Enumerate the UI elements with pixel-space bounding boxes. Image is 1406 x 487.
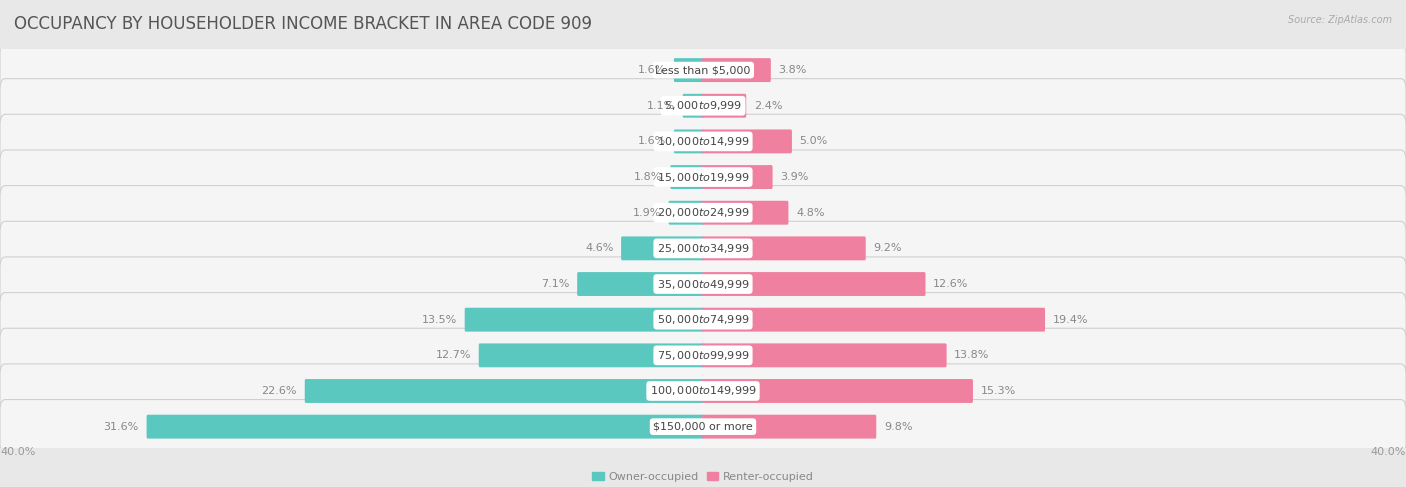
Text: $100,000 to $149,999: $100,000 to $149,999 [650,385,756,397]
FancyBboxPatch shape [0,43,1406,97]
Text: 1.8%: 1.8% [634,172,662,182]
Text: 40.0%: 40.0% [1371,448,1406,457]
FancyBboxPatch shape [0,364,1406,418]
FancyBboxPatch shape [305,379,704,403]
FancyBboxPatch shape [0,221,1406,276]
Text: 31.6%: 31.6% [104,422,139,431]
FancyBboxPatch shape [702,201,789,225]
Text: 2.4%: 2.4% [754,101,783,111]
Text: 3.9%: 3.9% [780,172,808,182]
FancyBboxPatch shape [702,130,792,153]
FancyBboxPatch shape [673,58,704,82]
Text: 3.8%: 3.8% [779,65,807,75]
Text: 9.8%: 9.8% [884,422,912,431]
FancyBboxPatch shape [702,94,747,118]
FancyBboxPatch shape [702,415,876,439]
FancyBboxPatch shape [0,186,1406,240]
FancyBboxPatch shape [479,343,704,367]
FancyBboxPatch shape [702,272,925,296]
Text: 12.6%: 12.6% [934,279,969,289]
Text: $75,000 to $99,999: $75,000 to $99,999 [657,349,749,362]
Legend: Owner-occupied, Renter-occupied: Owner-occupied, Renter-occupied [588,468,818,487]
Text: $5,000 to $9,999: $5,000 to $9,999 [664,99,742,112]
Text: 22.6%: 22.6% [262,386,297,396]
Text: 4.6%: 4.6% [585,244,613,253]
Text: 19.4%: 19.4% [1053,315,1088,325]
FancyBboxPatch shape [146,415,704,439]
Text: 1.9%: 1.9% [633,208,661,218]
FancyBboxPatch shape [621,236,704,261]
FancyBboxPatch shape [0,257,1406,311]
Text: $150,000 or more: $150,000 or more [654,422,752,431]
FancyBboxPatch shape [702,58,770,82]
FancyBboxPatch shape [702,236,866,261]
FancyBboxPatch shape [669,201,704,225]
Text: $50,000 to $74,999: $50,000 to $74,999 [657,313,749,326]
FancyBboxPatch shape [683,94,704,118]
FancyBboxPatch shape [702,343,946,367]
Text: Source: ZipAtlas.com: Source: ZipAtlas.com [1288,15,1392,25]
Text: 15.3%: 15.3% [981,386,1017,396]
FancyBboxPatch shape [578,272,704,296]
FancyBboxPatch shape [673,130,704,153]
Text: 1.6%: 1.6% [638,136,666,147]
Text: 40.0%: 40.0% [0,448,35,457]
Text: 9.2%: 9.2% [873,244,903,253]
Text: OCCUPANCY BY HOUSEHOLDER INCOME BRACKET IN AREA CODE 909: OCCUPANCY BY HOUSEHOLDER INCOME BRACKET … [14,15,592,33]
Text: 13.5%: 13.5% [422,315,457,325]
FancyBboxPatch shape [464,308,704,332]
FancyBboxPatch shape [0,150,1406,204]
Text: 13.8%: 13.8% [955,350,990,360]
FancyBboxPatch shape [671,165,704,189]
Text: $10,000 to $14,999: $10,000 to $14,999 [657,135,749,148]
Text: $20,000 to $24,999: $20,000 to $24,999 [657,206,749,219]
FancyBboxPatch shape [0,328,1406,382]
FancyBboxPatch shape [702,379,973,403]
FancyBboxPatch shape [702,308,1045,332]
Text: 1.1%: 1.1% [647,101,675,111]
Text: Less than $5,000: Less than $5,000 [655,65,751,75]
Text: 4.8%: 4.8% [796,208,825,218]
FancyBboxPatch shape [0,114,1406,169]
Text: 12.7%: 12.7% [436,350,471,360]
FancyBboxPatch shape [702,165,773,189]
Text: 7.1%: 7.1% [541,279,569,289]
Text: 1.6%: 1.6% [638,65,666,75]
Text: $15,000 to $19,999: $15,000 to $19,999 [657,170,749,184]
FancyBboxPatch shape [0,399,1406,454]
Text: $35,000 to $49,999: $35,000 to $49,999 [657,278,749,291]
Text: 5.0%: 5.0% [800,136,828,147]
FancyBboxPatch shape [0,79,1406,133]
FancyBboxPatch shape [0,293,1406,347]
Text: $25,000 to $34,999: $25,000 to $34,999 [657,242,749,255]
